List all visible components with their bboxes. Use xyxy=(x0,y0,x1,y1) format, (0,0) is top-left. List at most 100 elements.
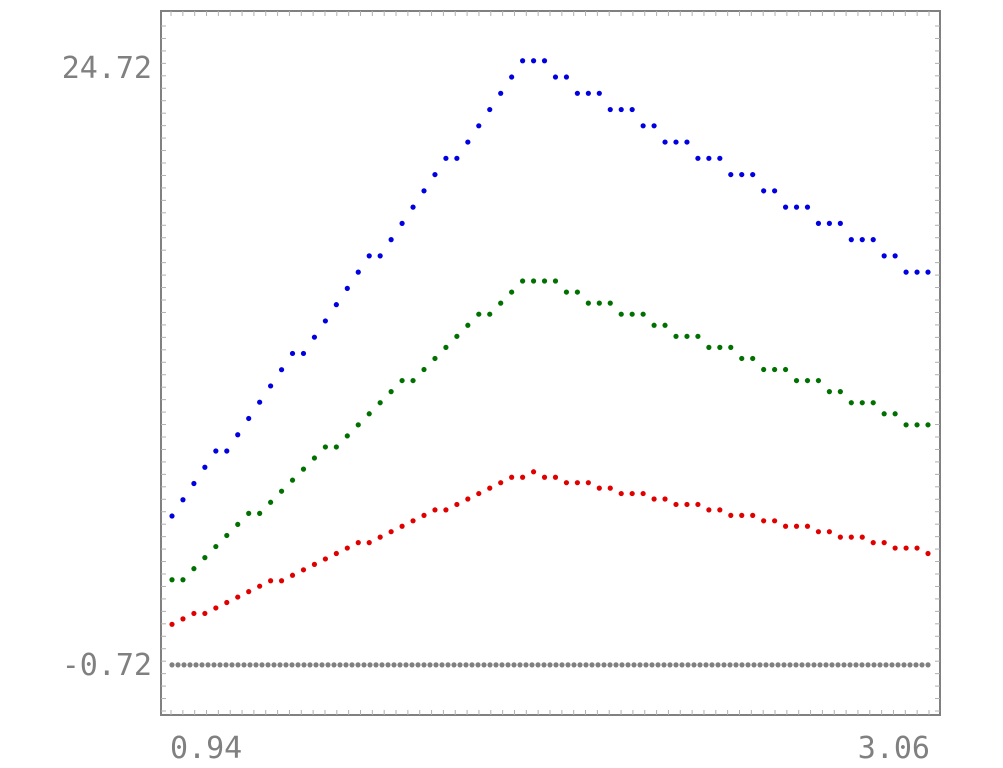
baseline-point xyxy=(505,662,511,668)
series-2-point xyxy=(574,289,580,295)
series-3-point xyxy=(300,567,307,573)
series-1-point xyxy=(399,220,405,226)
baseline-point xyxy=(403,662,409,668)
series-1-point xyxy=(881,253,887,259)
series-1-point xyxy=(509,74,515,80)
series-3-point xyxy=(585,480,591,486)
series-3-point xyxy=(793,523,800,529)
series-3-point xyxy=(640,490,646,497)
series-1-point xyxy=(465,139,471,145)
baseline-point xyxy=(613,662,619,668)
series-3-point xyxy=(377,534,383,540)
series-3-point xyxy=(344,545,350,551)
series-3-point xyxy=(903,545,909,551)
baseline-point xyxy=(655,662,661,668)
baseline-point xyxy=(211,662,217,668)
series-3-point xyxy=(629,490,635,497)
series-3-point xyxy=(278,578,285,584)
series-2-point xyxy=(640,311,646,317)
series-1-point xyxy=(421,188,427,194)
baseline-point xyxy=(241,662,247,668)
series-3-point xyxy=(651,496,657,502)
baseline-point xyxy=(811,662,817,668)
series-3-point xyxy=(662,496,668,502)
baseline-point xyxy=(607,662,613,668)
series-2-point xyxy=(541,278,548,284)
series-1-point xyxy=(837,220,843,226)
series-2-point xyxy=(804,377,811,384)
baseline-point xyxy=(271,662,277,668)
baseline-point xyxy=(193,662,199,668)
series-2-point xyxy=(772,366,778,373)
series-1-point xyxy=(530,58,537,64)
baseline-point xyxy=(625,662,631,668)
baseline-point xyxy=(667,662,673,668)
series-2-point xyxy=(278,488,285,494)
series-2-point xyxy=(761,366,767,373)
series-3-point xyxy=(914,545,920,551)
baseline-point xyxy=(577,662,583,668)
series-3-point xyxy=(180,616,186,622)
series-3-point xyxy=(684,501,690,508)
series-3-point xyxy=(618,490,624,497)
series-2-point xyxy=(739,355,745,362)
baseline-point xyxy=(703,662,709,668)
baseline-point xyxy=(835,662,841,668)
series-1-point xyxy=(202,464,208,470)
series-1-point xyxy=(848,237,854,243)
baseline-point xyxy=(643,662,649,668)
baseline-point xyxy=(169,662,175,668)
series-1-point xyxy=(673,139,679,145)
series-2-point xyxy=(246,510,252,516)
series-1-point xyxy=(257,399,263,405)
baseline-point xyxy=(343,662,349,668)
series-3-point xyxy=(268,578,274,584)
baseline-point xyxy=(691,662,697,668)
series-3-point xyxy=(322,556,328,562)
series-2-point xyxy=(224,532,230,539)
series-1-point xyxy=(815,220,822,226)
series-1-point xyxy=(662,139,668,145)
series-1-point xyxy=(235,432,241,438)
series-3-point xyxy=(487,485,493,491)
series-3-point xyxy=(881,540,887,546)
series-1-point xyxy=(607,106,613,113)
series-2-point xyxy=(629,311,635,317)
series-2-point xyxy=(750,355,756,362)
series-1-point xyxy=(629,106,635,113)
series-2-point xyxy=(892,411,898,417)
series-3-point xyxy=(388,529,394,535)
baseline-point xyxy=(367,662,373,668)
baseline-point xyxy=(511,662,517,668)
series-1-point xyxy=(246,415,252,422)
x-tick-label-max: 3.06 xyxy=(858,731,930,766)
baseline-point xyxy=(739,662,745,668)
series-2-point xyxy=(815,377,822,384)
series-2-point xyxy=(268,499,274,505)
baseline-point xyxy=(415,662,421,668)
baseline-point xyxy=(919,662,925,668)
baseline-point xyxy=(379,662,385,668)
series-1-point xyxy=(311,334,318,340)
series-2-point xyxy=(607,300,613,306)
baseline-point xyxy=(181,662,187,668)
series-3-point xyxy=(739,512,745,518)
baseline-point xyxy=(805,662,811,668)
baseline-point xyxy=(571,662,577,668)
baseline-point xyxy=(715,662,721,668)
baseline-point xyxy=(475,662,481,668)
series-2-point xyxy=(300,466,307,472)
x-tick-label-min: 0.94 xyxy=(170,731,242,766)
series-1-point xyxy=(728,171,734,178)
series-3-point xyxy=(837,534,843,540)
series-1-point xyxy=(432,171,438,178)
series-3-point xyxy=(607,485,613,491)
series-2-point xyxy=(191,566,197,572)
series-3-point xyxy=(804,523,811,529)
baseline-point xyxy=(847,662,853,668)
series-2-point xyxy=(289,477,296,483)
series-1-point xyxy=(651,123,657,129)
baseline-point xyxy=(535,662,541,668)
series-2-point xyxy=(520,278,526,284)
series-2-point xyxy=(563,289,570,295)
